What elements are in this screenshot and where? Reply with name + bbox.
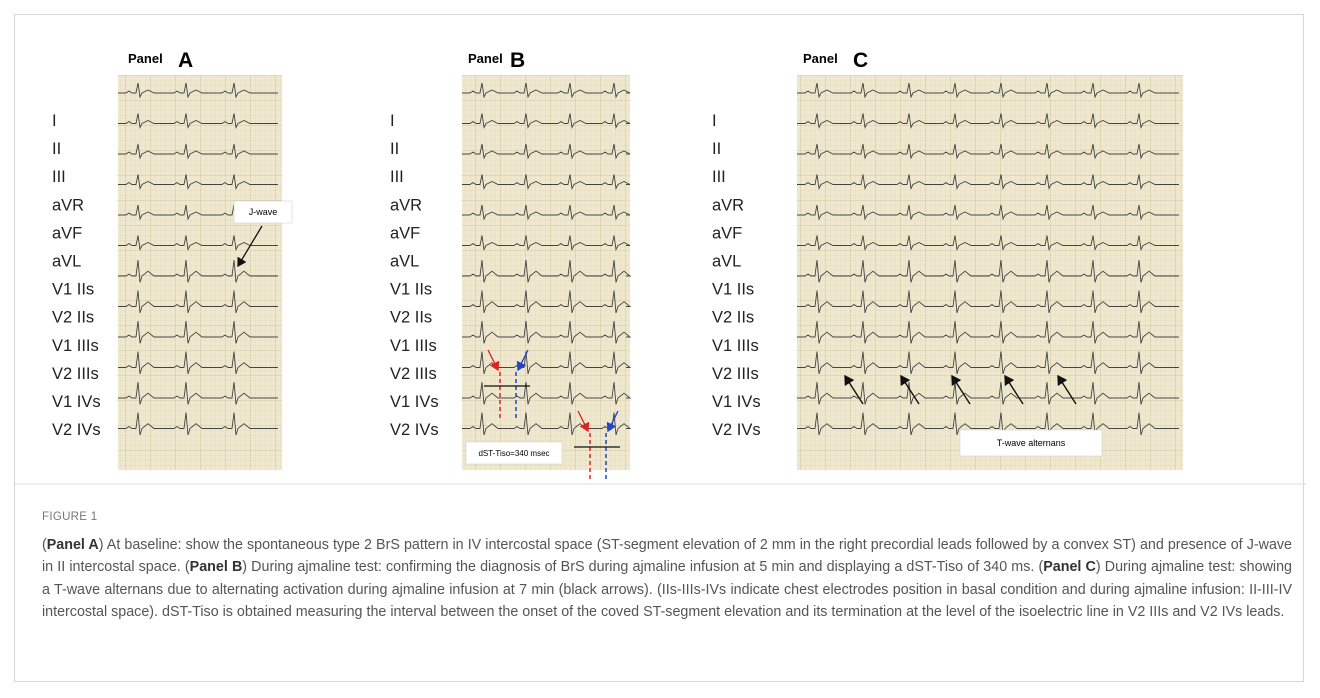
caption-text: ) During ajmaline test: confirming the d… — [242, 559, 1043, 575]
lead-label: II — [390, 140, 399, 158]
lead-label: V2 IIs — [712, 309, 754, 327]
lead-label: aVL — [390, 253, 419, 271]
ecg-grid — [462, 75, 630, 470]
lead-label: V2 IVs — [712, 421, 761, 439]
lead-label: aVL — [52, 253, 81, 271]
lead-label: V1 IIs — [52, 281, 94, 299]
lead-label: V2 IIs — [390, 309, 432, 327]
lead-label: I — [712, 112, 717, 130]
lead-label: V1 IIIs — [52, 337, 99, 355]
lead-label: V1 IIIs — [390, 337, 437, 355]
panel-prefix: Panel — [803, 51, 838, 66]
lead-label: V2 IVs — [52, 421, 101, 439]
lead-label: aVR — [390, 196, 422, 214]
caption: (Panel A) At baseline: show the spontane… — [42, 534, 1292, 624]
ecg-grid — [118, 75, 282, 470]
lead-label: aVL — [712, 253, 741, 271]
lead-label: aVF — [390, 224, 420, 242]
figure-label: FIGURE 1 — [42, 511, 97, 523]
lead-label: V1 IIIs — [712, 337, 759, 355]
lead-label: V1 IVs — [52, 393, 101, 411]
lead-label: V2 IIIs — [390, 365, 437, 383]
caption-panel-ref: Panel B — [190, 559, 243, 575]
lead-label: V1 IVs — [390, 393, 439, 411]
lead-label: V1 IVs — [712, 393, 761, 411]
lead-label: I — [52, 112, 57, 130]
lead-label: V2 IVs — [390, 421, 439, 439]
panel-letter: A — [178, 49, 193, 72]
lead-label: aVF — [712, 224, 742, 242]
lead-label: III — [390, 168, 404, 186]
panel-prefix: Panel — [128, 51, 163, 66]
lead-label: aVF — [52, 224, 82, 242]
panel-letter: C — [853, 49, 868, 72]
lead-label: aVR — [52, 196, 84, 214]
lead-label: aVR — [712, 196, 744, 214]
annotation-text: dST-Tiso=340 msec — [478, 449, 549, 458]
caption-panel-ref: Panel A — [47, 537, 99, 553]
caption-panel-ref: Panel C — [1043, 559, 1096, 575]
panel-letter: B — [510, 49, 525, 72]
annotation-text: J-wave — [249, 207, 278, 217]
lead-label: V2 IIIs — [712, 365, 759, 383]
lead-label: II — [52, 140, 61, 158]
lead-label: II — [712, 140, 721, 158]
lead-label: V1 IIs — [712, 281, 754, 299]
ecg-grid — [797, 75, 1183, 470]
lead-label: V2 IIIs — [52, 365, 99, 383]
lead-label: III — [52, 168, 66, 186]
lead-label: V1 IIs — [390, 281, 432, 299]
panel-prefix: Panel — [468, 51, 503, 66]
lead-label: I — [390, 112, 395, 130]
lead-label: III — [712, 168, 726, 186]
annotation-text: T-wave alternans — [997, 438, 1066, 448]
lead-label: V2 IIs — [52, 309, 94, 327]
